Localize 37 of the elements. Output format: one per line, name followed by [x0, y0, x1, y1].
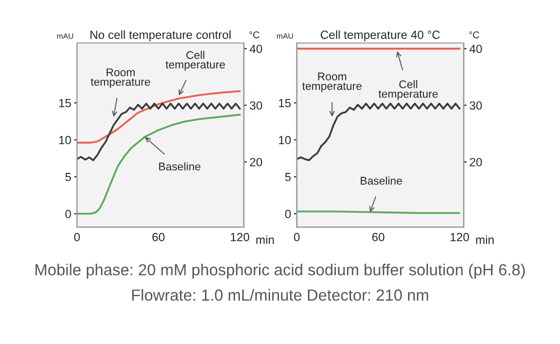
x-tick-label: 120: [230, 232, 250, 242]
text: Mobile phase: 20 mM phosphoric acid sodium buffer solution (pH 6.8) Flowrate: 1.0 mL/minute Detector: 210 nm: [36, 264, 525, 301]
x-tick-label: 120: [450, 232, 469, 242]
annotation: Baseline: [159, 162, 200, 170]
y-tick-label: 5: [65, 172, 71, 182]
y2-tick-label: 30: [470, 101, 482, 110]
y-tick-label: 10: [59, 136, 71, 144]
y-tick-label: 5: [285, 172, 291, 182]
x-axis-title: min: [476, 235, 494, 244]
y2-tick-label: 20: [250, 158, 262, 166]
y2-tick-label: 20: [470, 158, 482, 166]
annotation: Cell temperature: [378, 80, 438, 100]
y-tick-label: 15: [59, 99, 71, 108]
y2-axis-title: °C: [249, 31, 260, 38]
line-series: [296, 102, 461, 162]
annotation: Room temperature: [90, 68, 150, 88]
chart-title: Cell temperature 40 °C: [320, 30, 440, 42]
chart-title: No cell temperature control: [90, 30, 231, 42]
x-tick-label: 60: [372, 232, 384, 242]
y-tick-label: 10: [279, 136, 291, 144]
line-series: [77, 102, 241, 162]
y2-tick-label: 40: [250, 44, 262, 54]
y2-axis-title: °C: [469, 31, 480, 38]
line-series: [77, 114, 241, 215]
y-tick-label: 0: [65, 210, 71, 218]
line-series: [77, 90, 241, 144]
x-tick-label: 60: [152, 232, 165, 242]
x-tick-label: 0: [294, 232, 300, 242]
y2-tick-label: 40: [470, 44, 482, 54]
x-axis-title: min: [256, 235, 274, 244]
y-tick-label: 15: [279, 99, 291, 108]
x-tick-label: 0: [74, 232, 80, 242]
y2-tick-label: 30: [250, 101, 262, 110]
annotation: Baseline: [360, 176, 402, 185]
y-tick-label: 0: [285, 210, 291, 218]
annotation: Room temperature: [302, 72, 362, 92]
annotation: Cell temperature: [166, 50, 225, 71]
